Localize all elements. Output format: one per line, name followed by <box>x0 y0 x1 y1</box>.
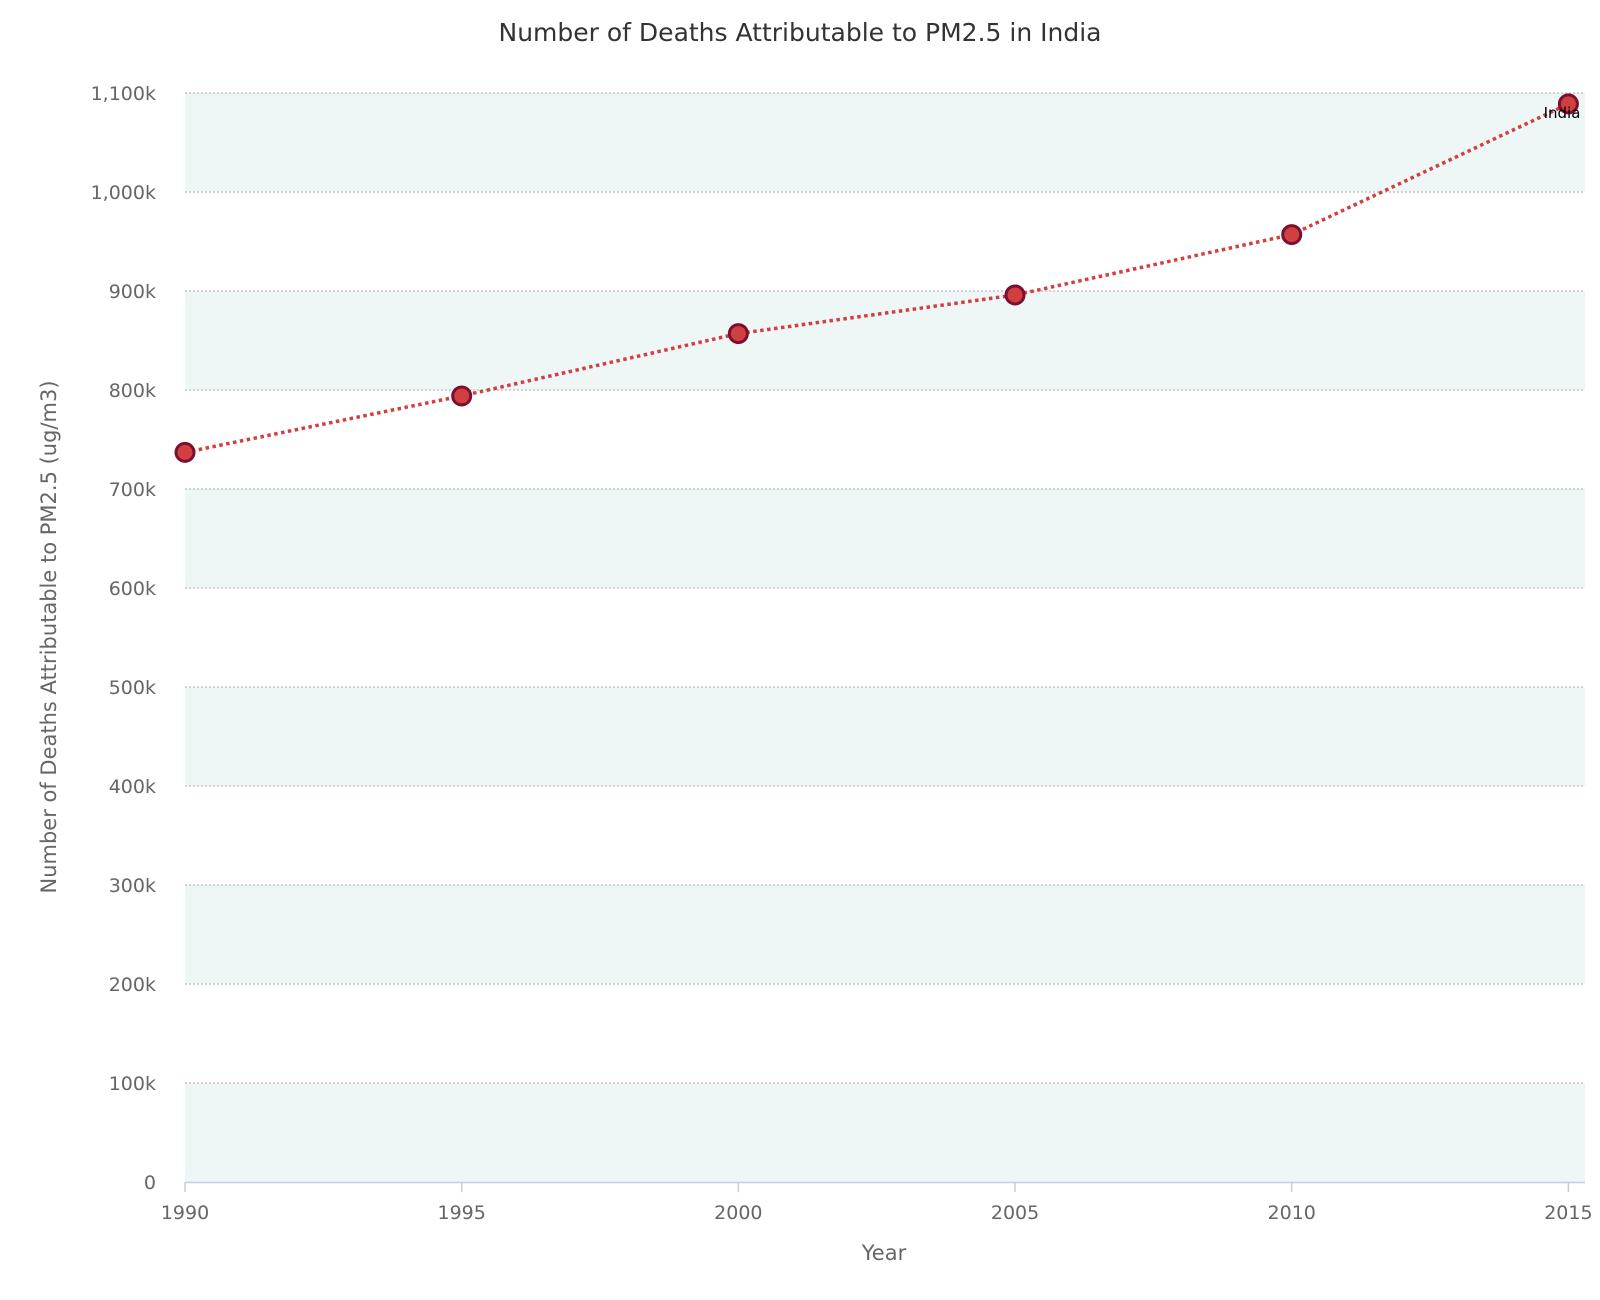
plot-bands <box>185 93 1585 1182</box>
series-layer: India <box>174 93 1581 463</box>
data-point[interactable] <box>727 323 749 345</box>
x-tick-label: 2015 <box>1544 1202 1592 1224</box>
plot-band <box>185 885 1585 984</box>
y-tick-label: 0 <box>144 1172 156 1194</box>
gridlines <box>185 92 1585 1084</box>
y-tick-label: 500k <box>109 677 156 699</box>
y-tick-label: 800k <box>109 380 156 402</box>
data-point[interactable] <box>451 385 473 407</box>
y-tick-label: 100k <box>109 1073 156 1095</box>
chart-title: Number of Deaths Attributable to PM2.5 i… <box>499 18 1102 47</box>
y-tick-label: 600k <box>109 578 156 600</box>
x-tick-label: 2000 <box>714 1202 762 1224</box>
data-point[interactable] <box>1281 224 1303 246</box>
plot-band <box>185 687 1585 786</box>
axes: 0 100k 200k 300k 400k 500k 600k 700k 800k 900k 1,0… <box>91 83 1593 1224</box>
plot-band <box>185 93 1585 192</box>
y-axis-title: Number of Deaths Attributable to PM2.5 (… <box>37 380 61 893</box>
x-axis-title: Year <box>861 1241 907 1265</box>
data-point[interactable] <box>1557 93 1579 115</box>
data-point[interactable] <box>174 441 196 463</box>
plot-band <box>185 291 1585 390</box>
x-tick-label: 2010 <box>1268 1202 1316 1224</box>
y-tick-label: 400k <box>109 776 156 798</box>
x-tick-label: 1995 <box>438 1202 486 1224</box>
plot-band <box>185 489 1585 588</box>
y-tick-label: 1,100k <box>91 83 156 105</box>
series-label: India <box>1544 104 1581 122</box>
x-tick-label: 2005 <box>991 1202 1039 1224</box>
y-tick-label: 300k <box>109 875 156 897</box>
data-point[interactable] <box>1004 284 1026 306</box>
x-tick-label: 1990 <box>161 1202 209 1224</box>
y-tick-label: 900k <box>109 281 156 303</box>
plot-band <box>185 1083 1585 1182</box>
y-tick-label: 1,000k <box>91 182 156 204</box>
y-tick-label: 200k <box>109 974 156 996</box>
y-tick-label: 700k <box>109 479 156 501</box>
